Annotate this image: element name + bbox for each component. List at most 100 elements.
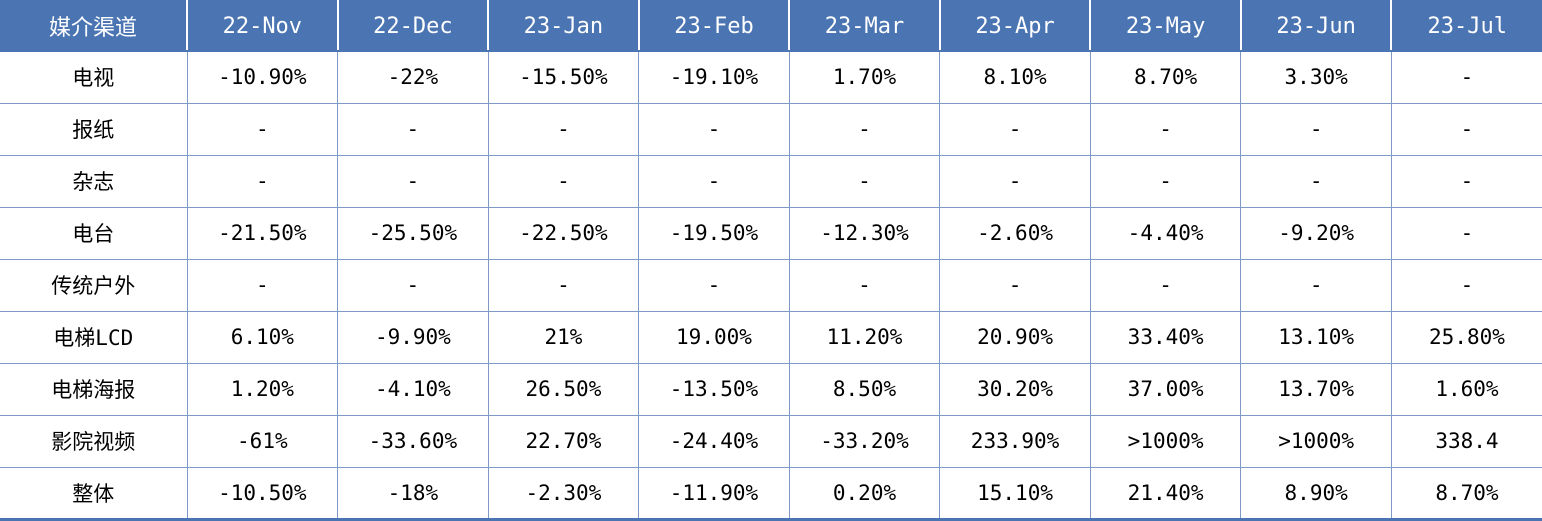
table-cell: - [186, 154, 339, 208]
table-cell: 21% [487, 310, 640, 364]
table-cell: -24.40% [638, 414, 790, 468]
table-cell: -22% [337, 50, 489, 104]
table-cell: 22.70% [487, 414, 640, 468]
table-cell: - [487, 154, 640, 208]
table-cell: 19.00% [638, 310, 790, 364]
row-channel-label: 传统户外 [0, 258, 188, 312]
table-cell: >1000% [1240, 414, 1392, 468]
table-cell: - [337, 258, 489, 312]
table-cell: 15.10% [939, 466, 1091, 521]
table-cell: - [337, 102, 489, 156]
table-cell: -9.20% [1240, 206, 1392, 260]
table-cell: -18% [337, 466, 489, 521]
table-cell: -19.10% [638, 50, 790, 104]
table-cell: 33.40% [1089, 310, 1242, 364]
table-cell: 13.10% [1240, 310, 1392, 364]
table-cell: 25.80% [1390, 310, 1542, 364]
header-month: 22-Nov [186, 0, 339, 52]
table-cell: -9.90% [337, 310, 489, 364]
table-cell: 8.50% [788, 362, 941, 416]
table-cell: 3.30% [1240, 50, 1392, 104]
table-cell: 11.20% [788, 310, 941, 364]
header-row: 媒介渠道 22-Nov 22-Dec 23-Jan 23-Feb 23-Mar … [0, 0, 1542, 52]
header-month: 23-Jun [1239, 0, 1393, 52]
row-channel-label: 电台 [0, 206, 188, 260]
table-cell: - [487, 102, 640, 156]
table-cell: 8.90% [1240, 466, 1392, 521]
table-cell: -4.10% [337, 362, 489, 416]
table-cell: 26.50% [487, 362, 640, 416]
table-cell: -13.50% [638, 362, 790, 416]
table-cell: -19.50% [638, 206, 790, 260]
table-cell: 13.70% [1240, 362, 1392, 416]
table-cell: - [1089, 258, 1242, 312]
table-cell: - [788, 102, 941, 156]
table-cell: -12.30% [788, 206, 941, 260]
header-month: 23-Jul [1390, 0, 1542, 52]
header-month: 23-Feb [637, 0, 791, 52]
row-channel-label: 电视 [0, 50, 188, 104]
table-cell: -33.20% [788, 414, 941, 468]
table-cell: -2.60% [939, 206, 1091, 260]
table-cell: - [337, 154, 489, 208]
table-cell: 6.10% [186, 310, 339, 364]
table-cell: -10.50% [186, 466, 339, 521]
table-cell: - [939, 102, 1091, 156]
header-month: 23-Apr [938, 0, 1092, 52]
table-cell: - [1240, 258, 1392, 312]
table-cell: 20.90% [939, 310, 1091, 364]
table-row: 电视 -10.90% -22% -15.50% -19.10% 1.70% 8.10% 8.7… [0, 50, 1542, 104]
table-cell: - [1240, 154, 1392, 208]
table-cell: -21.50% [186, 206, 339, 260]
table-cell: - [186, 258, 339, 312]
table-cell: -25.50% [337, 206, 489, 260]
table-cell: 0.20% [788, 466, 941, 521]
table-cell: 8.70% [1390, 466, 1542, 521]
table-cell: 233.90% [939, 414, 1091, 468]
table-cell: - [1390, 102, 1542, 156]
table-cell: - [638, 102, 790, 156]
table-row: 整体 -10.50% -18% -2.30% -11.90% 0.20% 15.10% 21.… [0, 466, 1542, 521]
row-channel-label: 杂志 [0, 154, 188, 208]
table-row: 电梯海报 1.20% -4.10% 26.50% -13.50% 8.50% 30.20% 3… [0, 362, 1542, 416]
table-body: 电视 -10.90% -22% -15.50% -19.10% 1.70% 8.10% 8.7… [0, 50, 1542, 521]
row-channel-label: 整体 [0, 466, 188, 521]
header-month: 23-Mar [788, 0, 941, 52]
table-cell: 1.70% [788, 50, 941, 104]
table-row: 影院视频 -61% -33.60% 22.70% -24.40% -33.20% 233.9… [0, 414, 1542, 468]
row-channel-label: 影院视频 [0, 414, 188, 468]
table-cell: - [1390, 154, 1542, 208]
table-cell: -2.30% [487, 466, 640, 521]
table-cell: - [939, 258, 1091, 312]
header-month: 23-May [1089, 0, 1242, 52]
table-cell: - [638, 154, 790, 208]
table-cell: -10.90% [186, 50, 339, 104]
table-cell: - [1390, 50, 1542, 104]
table-cell: 21.40% [1089, 466, 1242, 521]
table-cell: 8.10% [939, 50, 1091, 104]
table-cell: - [788, 154, 941, 208]
table-cell: 37.00% [1089, 362, 1242, 416]
table-cell: 338.4 [1390, 414, 1542, 468]
table-cell: - [487, 258, 640, 312]
table-cell: -4.40% [1089, 206, 1242, 260]
header-month: 23-Jan [487, 0, 640, 52]
table-row: 传统户外 - - - - - - - - - [0, 258, 1542, 312]
table-cell: - [638, 258, 790, 312]
table-cell: - [1089, 154, 1242, 208]
table-cell: - [939, 154, 1091, 208]
table-header: 媒介渠道 22-Nov 22-Dec 23-Jan 23-Feb 23-Mar … [0, 0, 1542, 52]
row-channel-label: 报纸 [0, 102, 188, 156]
table-row: 电梯LCD 6.10% -9.90% 21% 19.00% 11.20% 20.90% 33.… [0, 310, 1542, 364]
table-cell: 1.20% [186, 362, 339, 416]
header-channel-label: 媒介渠道 [0, 0, 189, 52]
table-cell: - [1390, 206, 1542, 260]
table-cell: - [1390, 258, 1542, 312]
header-month: 22-Dec [336, 0, 490, 52]
table-cell: - [788, 258, 941, 312]
table-cell: -33.60% [337, 414, 489, 468]
table-cell: 30.20% [939, 362, 1091, 416]
table-cell: 8.70% [1089, 50, 1242, 104]
table-cell: - [186, 102, 339, 156]
